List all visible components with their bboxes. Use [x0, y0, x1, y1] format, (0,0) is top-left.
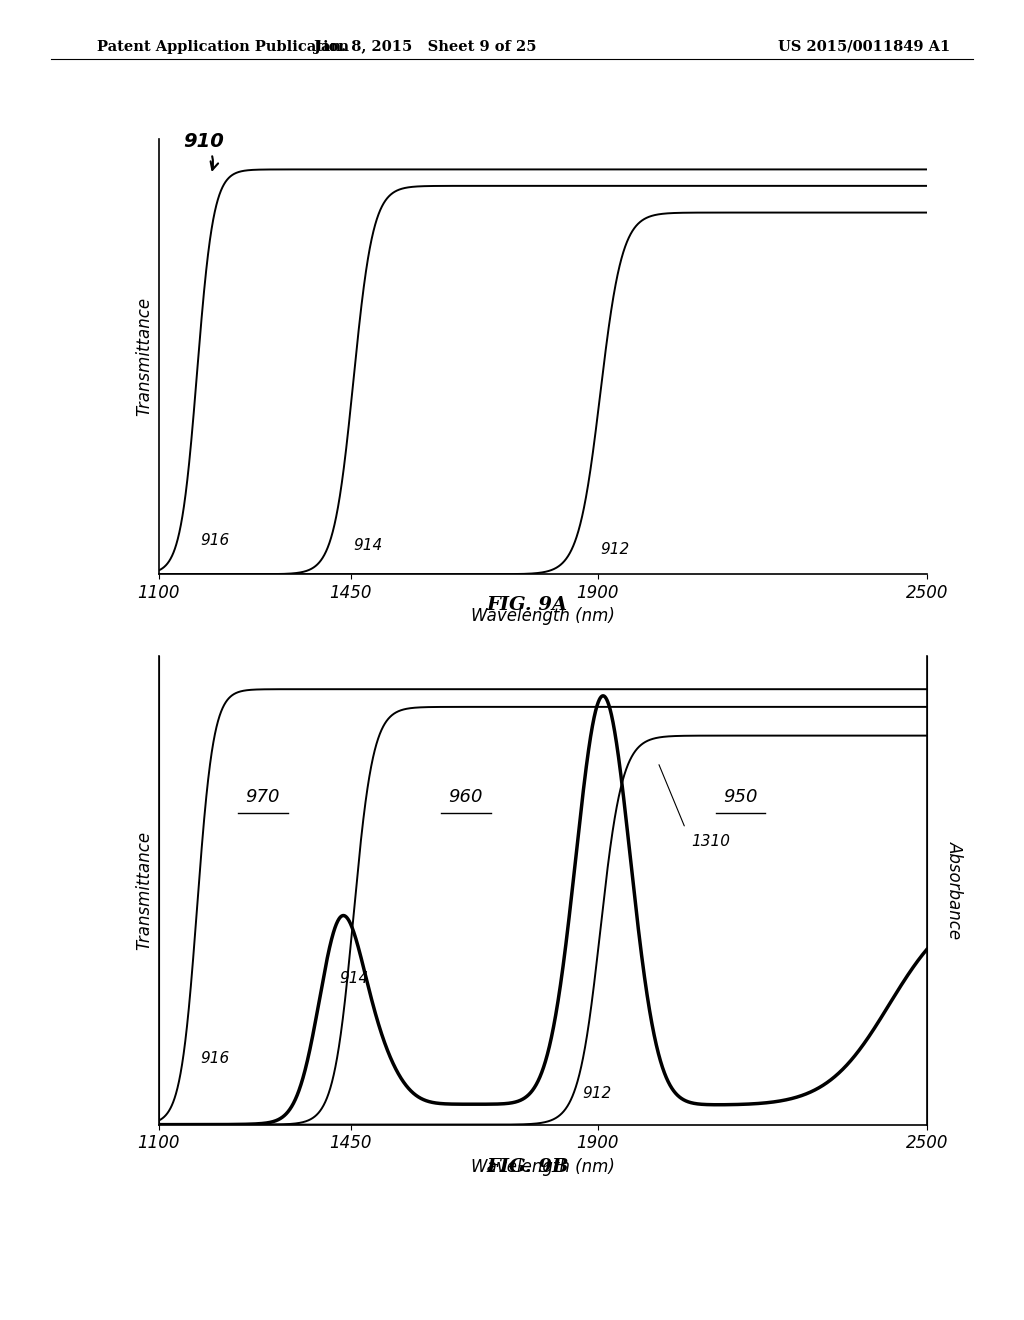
X-axis label: Wavelength (nm): Wavelength (nm): [471, 607, 614, 626]
Text: US 2015/0011849 A1: US 2015/0011849 A1: [778, 40, 950, 54]
Text: 950: 950: [723, 788, 758, 807]
Text: 914: 914: [353, 537, 383, 553]
Text: FIG. 9A: FIG. 9A: [486, 595, 568, 614]
Text: 914: 914: [340, 972, 369, 986]
Text: FIG. 9B: FIG. 9B: [486, 1158, 568, 1176]
Y-axis label: Transmittance: Transmittance: [135, 830, 154, 950]
Y-axis label: Absorbance: Absorbance: [946, 841, 965, 940]
Text: 960: 960: [449, 788, 483, 807]
Text: Patent Application Publication: Patent Application Publication: [97, 40, 349, 54]
Text: 1310: 1310: [691, 834, 730, 849]
Text: Jan. 8, 2015   Sheet 9 of 25: Jan. 8, 2015 Sheet 9 of 25: [313, 40, 537, 54]
Text: 912: 912: [583, 1086, 611, 1101]
Y-axis label: Transmittance: Transmittance: [135, 297, 154, 416]
X-axis label: Wavelength (nm): Wavelength (nm): [471, 1158, 614, 1176]
Text: 916: 916: [200, 533, 229, 548]
Text: 912: 912: [600, 541, 630, 557]
Text: 910: 910: [183, 132, 224, 170]
Text: 970: 970: [246, 788, 281, 807]
Text: 916: 916: [200, 1051, 229, 1065]
